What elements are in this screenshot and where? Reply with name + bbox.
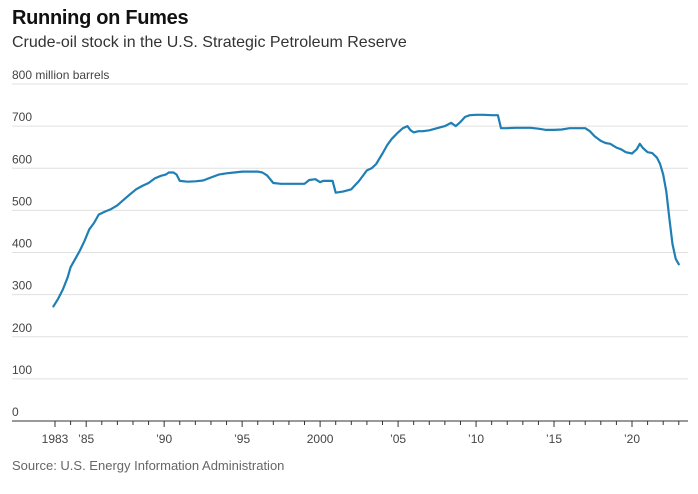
y-tick-label: 100 [12,363,32,377]
x-tick-label: ’20 [624,432,640,446]
y-tick-label: 800 million barrels [12,68,109,82]
x-tick-label: ’90 [156,432,172,446]
y-tick-label: 0 [12,405,19,419]
x-tick-label: ’85 [78,432,94,446]
x-tick-label: ’15 [546,432,562,446]
chart-subtitle: Crude-oil stock in the U.S. Strategic Pe… [12,34,407,51]
gridlines [12,83,688,380]
x-tick-label: 1983 [42,432,69,446]
x-tick-label: 2000 [307,432,334,446]
x-tick-label: ’05 [390,432,406,446]
y-tick-label: 600 [12,152,32,166]
chart-title: Running on Fumes [12,7,189,29]
x-tick-label: ’10 [468,432,484,446]
y-tick-label: 700 [12,110,32,124]
series-layer [52,113,680,308]
x-tick-label: ’95 [234,432,250,446]
y-tick-label: 500 [12,194,32,208]
x-axis: 1983 ’85 ’90 ’95 2000 ’05 ’10 ’15 ’20 [12,420,688,446]
y-tick-label: 400 [12,237,32,251]
source-note: Source: U.S. Energy Information Administ… [12,458,285,473]
spr-stock-line [52,113,680,308]
y-tick-label: 200 [12,321,32,335]
y-axis-labels: 800 million barrels 700 600 500 400 300 200 100… [12,68,109,419]
y-tick-label: 300 [12,279,32,293]
